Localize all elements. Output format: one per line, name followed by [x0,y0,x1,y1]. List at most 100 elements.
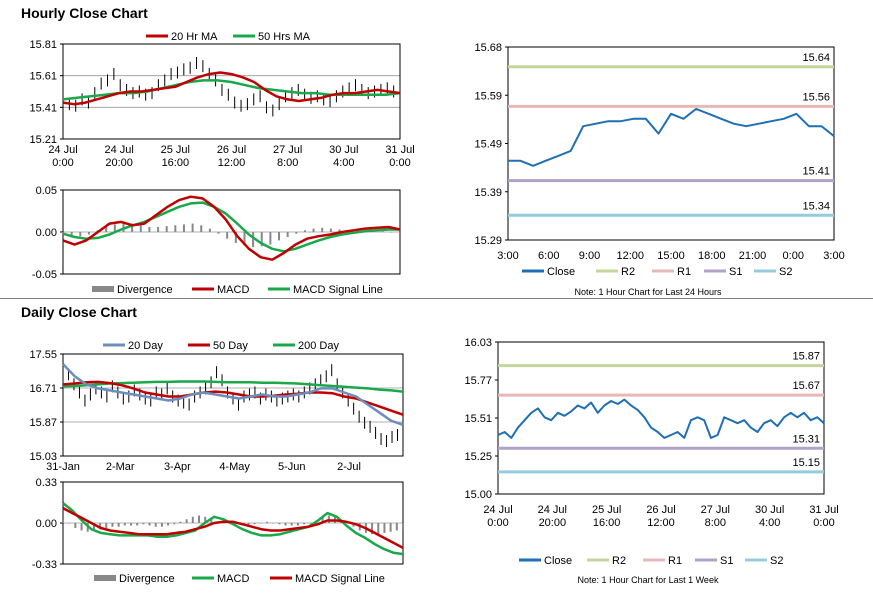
daily-macd-divergence-bar [130,523,132,525]
daily-price-x-tick-label: 31-Jan [46,461,80,473]
hourly-24h-x-tick-label: 0:00 [783,250,804,262]
daily-price-x-tick-label: 4-May [219,461,250,473]
hourly-24h-legend-label: S2 [779,266,792,278]
hourly-24h-x-tick-label: 6:00 [538,250,559,262]
daily-week-y-tick-label: 15.00 [464,489,492,501]
hourly-macd-divergence-bar [269,232,271,245]
daily-macd-legend-label: MACD [217,573,249,585]
daily-macd-divergence-bar [155,523,157,527]
daily-macd-divergence-bar [266,522,268,523]
hourly-24h-level-label: 15.34 [802,200,830,212]
daily-macd-divergence-bar [179,522,181,523]
daily-week-level-label: 15.87 [792,351,820,363]
daily-macd-divergence-bar [105,523,107,528]
hourly-macd-divergence-bar [226,232,228,239]
daily-week-x-tick-label: 4:00 [759,517,780,529]
hourly-price-x-tick-label: 25 Jul [161,144,190,156]
charts-canvas: 15.8115.6115.4115.2124 Jul0:0024 Jul20:0… [0,0,873,601]
daily-macd-divergence-bar [303,523,305,524]
daily-macd-divergence-bar [186,519,188,523]
hourly-macd-divergence-bar [79,232,81,236]
hourly-macd-divergence-bar [166,226,168,232]
daily-price-legend-label: 50 Day [213,340,248,352]
hourly-price-y-tick-label: 15.81 [29,39,57,51]
hourly-macd-divergence-bar [295,232,297,234]
hourly-24h-close-line [508,109,834,166]
hourly-macd-divergence-bar [209,229,211,232]
hourly-24h-x-tick-label: 18:00 [698,250,726,262]
daily-macd-divergence-bar [377,523,379,534]
hourly-macd-divergence-bar [330,229,332,232]
daily-week-x-tick-label: 0:00 [487,517,508,529]
hourly-macd-divergence-bar [174,225,176,232]
daily-week-x-tick-label: 24 Jul [538,504,567,516]
hourly-24h-plot-frame [508,47,834,240]
daily-week-x-tick-label: 8:00 [705,517,726,529]
daily-price-x-tick-label: 2-Mar [106,461,135,473]
daily-macd-divergence-bar [260,523,262,524]
hourly-macd-divergence-bar [287,232,289,237]
hourly-macd-divergence-bar [304,230,306,232]
daily-macd-divergence-bar [173,523,175,524]
hourly-24h-x-tick-label: 9:00 [579,250,600,262]
daily-macd-divergence-bar [142,523,144,524]
daily-macd-divergence-bar [74,523,76,528]
daily-macd-divergence-bar [254,523,256,524]
daily-week-x-tick-label: 25 Jul [592,504,621,516]
hourly-price-y-tick-label: 15.61 [29,71,57,83]
daily-price-x-tick-label: 5-Jun [278,461,306,473]
daily-macd-divergence-bar [118,523,120,527]
hourly-24h-y-tick-label: 15.49 [474,139,502,151]
hourly-price-x-tick-label: 20:00 [105,157,133,169]
daily-macd-divergence-bar [272,523,274,524]
daily-price-legend-label: 20 Day [128,340,163,352]
hourly-24h-legend-label: Close [547,266,575,278]
hourly-price-x-tick-label: 30 Jul [329,144,358,156]
daily-macd-legend-swatch [94,575,116,581]
hourly-macd-divergence-bar [278,232,280,240]
hourly-24h-x-tick-label: 3:00 [823,250,844,262]
daily-price-plot-frame [63,354,403,456]
hourly-24h-level-label: 15.64 [802,52,830,64]
daily-macd-divergence-bar [383,523,385,533]
hourly-price-x-tick-label: 24 Jul [104,144,133,156]
daily-macd-divergence-bar [402,523,404,530]
hourly-price-x-tick-label: 4:00 [333,157,354,169]
hourly-macd-y-tick-label: 0.00 [36,227,57,239]
daily-macd-legend-label: MACD Signal Line [295,573,385,585]
hourly-24h-x-tick-label: 12:00 [616,250,644,262]
daily-week-level-label: 15.67 [792,380,820,392]
hourly-price-x-tick-label: 0:00 [52,157,73,169]
daily-macd-divergence-bar [396,523,398,530]
daily-week-note: Note: 1 Hour Chart for Last 1 Week [578,575,719,585]
hourly-macd-divergence-bar [313,229,315,232]
daily-macd-signal-line [63,508,403,548]
daily-macd-divergence-bar [149,523,151,525]
daily-price-x-tick-label: 2-Jul [337,461,361,473]
daily-week-legend-label: Close [544,555,572,567]
hourly-price-x-tick-label: 26 Jul [217,144,246,156]
daily-macd-y-tick-label: -0.33 [32,559,57,571]
hourly-macd-legend-label: MACD Signal Line [293,284,383,296]
daily-macd-y-tick-label: 0.33 [36,477,57,489]
daily-macd-divergence-bar [297,523,299,525]
daily-week-x-tick-label: 12:00 [647,517,675,529]
hourly-macd-legend-swatch [92,286,114,292]
hourly-macd-divergence-bar [157,227,159,232]
hourly-24h-legend-label: R2 [621,266,635,278]
hourly-price-legend-label: 20 Hr MA [171,31,218,43]
hourly-macd-divergence-bar [382,231,384,232]
hourly-24h-x-tick-label: 15:00 [657,250,685,262]
daily-macd-divergence-bar [136,523,138,525]
daily-week-y-tick-label: 15.25 [464,451,492,463]
daily-week-x-tick-label: 0:00 [813,517,834,529]
hourly-macd-divergence-bar [88,232,90,235]
hourly-price-x-tick-label: 24 Jul [48,144,77,156]
daily-macd-divergence-bar [111,523,113,527]
hourly-macd-divergence-bar [321,228,323,232]
hourly-24h-y-tick-label: 15.39 [474,187,502,199]
daily-week-legend-label: S1 [720,555,733,567]
hourly-24h-note: Note: 1 Hour Chart for Last 24 Hours [574,287,722,297]
hourly-macd-y-tick-label: 0.05 [36,185,57,197]
daily-macd-divergence-bar [291,523,293,525]
